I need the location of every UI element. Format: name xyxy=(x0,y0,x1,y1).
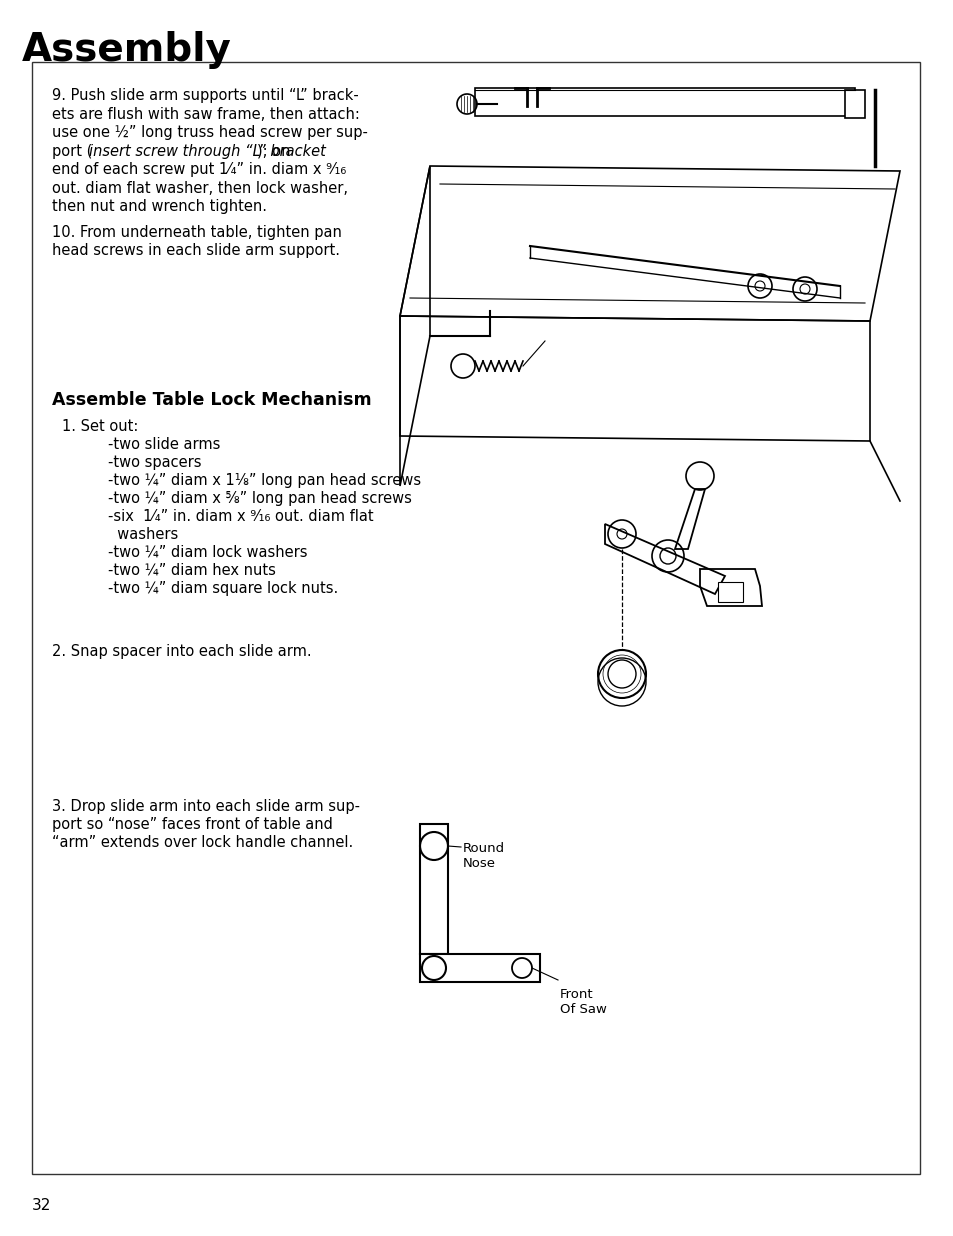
FancyBboxPatch shape xyxy=(32,62,919,1174)
Text: 9. Push slide arm supports until “L” brack-: 9. Push slide arm supports until “L” bra… xyxy=(52,88,358,103)
Text: then nut and wrench tighten.: then nut and wrench tighten. xyxy=(52,199,267,214)
Text: -two ¼” diam x ⅝” long pan head screws: -two ¼” diam x ⅝” long pan head screws xyxy=(108,491,412,506)
Text: 2. Snap spacer into each slide arm.: 2. Snap spacer into each slide arm. xyxy=(52,644,312,659)
Text: -two ¼” diam lock washers: -two ¼” diam lock washers xyxy=(108,545,307,560)
Text: port (: port ( xyxy=(52,143,92,158)
Text: -two ¼” diam square lock nuts.: -two ¼” diam square lock nuts. xyxy=(108,581,338,596)
FancyBboxPatch shape xyxy=(718,582,742,602)
Text: 1. Set out:: 1. Set out: xyxy=(62,419,138,434)
Text: 10. From underneath table, tighten pan: 10. From underneath table, tighten pan xyxy=(52,225,341,240)
Text: “arm” extends over lock handle channel.: “arm” extends over lock handle channel. xyxy=(52,836,353,850)
FancyBboxPatch shape xyxy=(844,90,864,117)
Text: end of each screw put 1⁄₄” in. diam x ⁹⁄₁₆: end of each screw put 1⁄₄” in. diam x ⁹⁄… xyxy=(52,162,346,177)
Text: Assembly: Assembly xyxy=(22,31,232,69)
Text: port so “nose” faces front of table and: port so “nose” faces front of table and xyxy=(52,817,333,832)
Text: -two ¼” diam hex nuts: -two ¼” diam hex nuts xyxy=(108,564,275,578)
Text: 3. Drop slide arm into each slide arm sup-: 3. Drop slide arm into each slide arm su… xyxy=(52,798,359,815)
Text: out. diam flat washer, then lock washer,: out. diam flat washer, then lock washer, xyxy=(52,180,348,195)
FancyBboxPatch shape xyxy=(419,954,539,981)
Text: -two spacers: -two spacers xyxy=(108,455,201,470)
Text: -six  1⁄₄” in. diam x ⁹⁄₁₆ out. diam flat: -six 1⁄₄” in. diam x ⁹⁄₁₆ out. diam flat xyxy=(108,509,374,524)
Text: ); on: ); on xyxy=(256,143,291,158)
Text: Front
Of Saw: Front Of Saw xyxy=(559,988,606,1016)
Text: ets are flush with saw frame, then attach:: ets are flush with saw frame, then attac… xyxy=(52,106,359,121)
FancyBboxPatch shape xyxy=(419,824,448,954)
Text: Assemble Table Lock Mechanism: Assemble Table Lock Mechanism xyxy=(52,391,372,409)
Text: head screws in each slide arm support.: head screws in each slide arm support. xyxy=(52,243,339,258)
Text: -two ¼” diam x 1⅛” long pan head screws: -two ¼” diam x 1⅛” long pan head screws xyxy=(108,473,420,488)
Text: Round
Nose: Round Nose xyxy=(462,842,504,870)
Text: insert screw through “L” bracket: insert screw through “L” bracket xyxy=(89,143,326,158)
Text: washers: washers xyxy=(108,527,178,543)
Text: use one ½” long truss head screw per sup-: use one ½” long truss head screw per sup… xyxy=(52,125,368,140)
Text: -two slide arms: -two slide arms xyxy=(108,438,220,452)
FancyBboxPatch shape xyxy=(475,88,854,116)
Text: 32: 32 xyxy=(32,1198,51,1213)
